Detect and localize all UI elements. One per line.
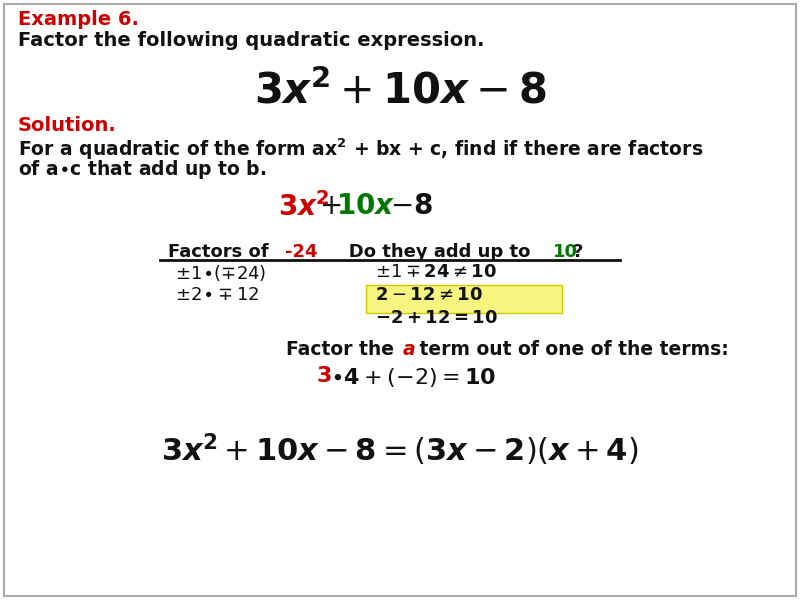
Text: Factors of: Factors of [168,243,275,261]
Text: Factor the following quadratic expression.: Factor the following quadratic expressio… [18,31,485,50]
Text: $-\mathbf{8}$: $-\mathbf{8}$ [390,192,433,220]
Text: $\mathbf{3}$: $\mathbf{3}$ [316,366,332,386]
Text: Do they add up to: Do they add up to [330,243,537,261]
Text: term out of one of the terms:: term out of one of the terms: [413,340,729,359]
Text: $\mathbf{3}\boldsymbol{x}^{\mathbf{2}}+\mathbf{10}\boldsymbol{x}-\mathbf{8}=(\ma: $\mathbf{3}\boldsymbol{x}^{\mathbf{2}}+\… [162,432,638,469]
Text: $\mathbf{-2+12=10}$: $\mathbf{-2+12=10}$ [375,309,498,327]
Text: -24: -24 [285,243,318,261]
Text: Factor the: Factor the [286,340,400,359]
Text: a: a [403,340,416,359]
FancyBboxPatch shape [4,4,796,596]
Text: Example 6.: Example 6. [18,10,139,29]
Text: $\mathbf{10}\boldsymbol{x}$: $\mathbf{10}\boldsymbol{x}$ [336,192,395,220]
Text: For a quadratic of the form ax$^{\mathbf{2}}$ + bx + c, find if there are factor: For a quadratic of the form ax$^{\mathbf… [18,137,703,163]
Text: $\mathbf{3}\boldsymbol{x}^{\mathbf{2}}$: $\mathbf{3}\boldsymbol{x}^{\mathbf{2}}$ [278,192,330,222]
Text: $\bullet\mathbf{4}+(-2)=\mathbf{10}$: $\bullet\mathbf{4}+(-2)=\mathbf{10}$ [330,366,496,389]
Text: $\pm1\!\bullet\!(\mp24)$: $\pm1\!\bullet\!(\mp24)$ [175,263,266,283]
Text: $\mathbf{2}-\mathbf{12}\neq\mathbf{10}$: $\mathbf{2}-\mathbf{12}\neq\mathbf{10}$ [375,286,483,304]
Text: of a$\bullet$c that add up to b.: of a$\bullet$c that add up to b. [18,158,266,181]
Text: $\pm1\mp\mathbf{24}\neq\mathbf{10}$: $\pm1\mp\mathbf{24}\neq\mathbf{10}$ [375,263,497,281]
Text: 10: 10 [553,243,578,261]
Text: $\pm2\!\bullet\!\mp12$: $\pm2\!\bullet\!\mp12$ [175,286,259,304]
FancyBboxPatch shape [366,285,562,313]
Text: Solution.: Solution. [18,116,117,135]
Text: ?: ? [573,243,583,261]
Text: $\mathbf{3}\boldsymbol{x}^{\mathbf{2}}+\mathbf{10}\boldsymbol{x}-\mathbf{8}$: $\mathbf{3}\boldsymbol{x}^{\mathbf{2}}+\… [254,70,546,113]
Text: $+$: $+$ [319,192,342,220]
